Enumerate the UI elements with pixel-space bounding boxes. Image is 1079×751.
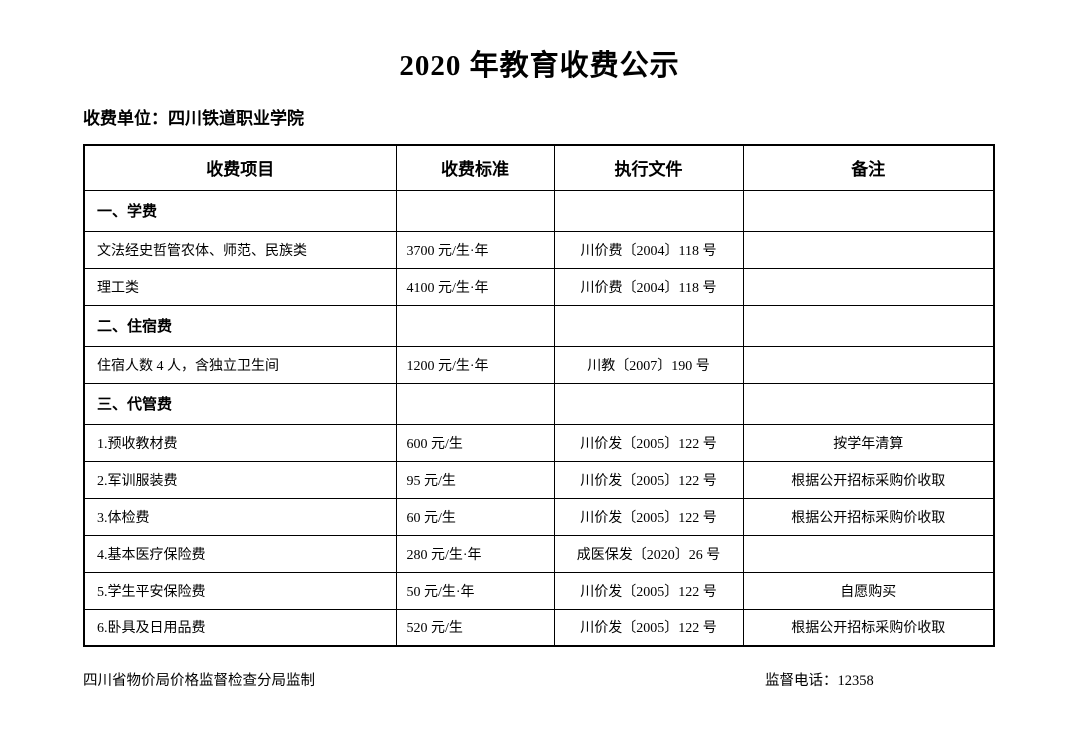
fee-item-cell: 6.卧具及日用品费 xyxy=(83,608,397,647)
fee-table: 收费项目 收费标准 执行文件 备注 一、学费 文法经史哲管农体、师范、民族类 3… xyxy=(83,144,995,647)
fee-item-cell: 5.学生平安保险费 xyxy=(83,571,397,610)
table-row: 二、住宿费 xyxy=(83,304,995,347)
fee-item-cell: 2.军训服装费 xyxy=(83,460,397,499)
footer: 四川省物价局价格监督检查分局监制 监督电话：12358 xyxy=(83,669,993,689)
executive-document-cell: 川价发〔2005〕122 号 xyxy=(553,497,744,536)
remarks-cell: 根据公开招标采购价收取 xyxy=(742,460,995,499)
fee-standard-cell: 3700 元/生·年 xyxy=(395,230,555,269)
fee-standard-cell: 50 元/生·年 xyxy=(395,571,555,610)
fee-item-cell: 二、住宿费 xyxy=(83,304,397,347)
executive-document-cell: 川教〔2007〕190 号 xyxy=(553,345,744,384)
page-title: 2020 年教育收费公示 xyxy=(399,50,680,82)
executive-document-cell: 川价发〔2005〕122 号 xyxy=(553,460,744,499)
header-executive-document: 执行文件 xyxy=(553,144,744,191)
fee-item-cell: 1.预收教材费 xyxy=(83,423,397,462)
executive-document-cell: 川价发〔2005〕122 号 xyxy=(553,571,744,610)
executive-document-cell: 川价费〔2004〕118 号 xyxy=(553,230,744,269)
remarks-cell: 自愿购买 xyxy=(742,571,995,610)
remarks-cell xyxy=(742,534,995,573)
supervision-phone-label: 监督电话：12358 xyxy=(765,673,874,689)
remarks-cell: 根据公开招标采购价收取 xyxy=(742,497,995,536)
table-row: 住宿人数 4 人，含独立卫生间 1200 元/生·年 川教〔2007〕190 号 xyxy=(83,345,995,384)
executive-document-cell xyxy=(553,382,744,425)
table-row: 6.卧具及日用品费 520 元/生 川价发〔2005〕122 号 根据公开招标采… xyxy=(83,608,995,647)
table-row: 三、代管费 xyxy=(83,382,995,425)
fee-standard-cell: 4100 元/生·年 xyxy=(395,267,555,306)
remarks-cell xyxy=(742,189,995,232)
fee-standard-cell: 520 元/生 xyxy=(395,608,555,647)
fee-item-cell: 住宿人数 4 人，含独立卫生间 xyxy=(83,345,397,384)
executive-document-cell xyxy=(553,189,744,232)
fee-item-cell: 三、代管费 xyxy=(83,382,397,425)
fee-item-cell: 一、学费 xyxy=(83,189,397,232)
fee-table-header: 收费项目 收费标准 执行文件 备注 xyxy=(83,144,995,191)
remarks-cell xyxy=(742,382,995,425)
executive-document-cell xyxy=(553,304,744,347)
charging-unit-label: 收费单位：四川铁道职业学院 xyxy=(83,109,304,128)
table-row: 2.军训服装费 95 元/生 川价发〔2005〕122 号 根据公开招标采购价收… xyxy=(83,460,995,499)
remarks-cell xyxy=(742,345,995,384)
fee-standard-cell xyxy=(395,189,555,232)
executive-document-cell: 川价发〔2005〕122 号 xyxy=(553,608,744,647)
fee-standard-cell: 95 元/生 xyxy=(395,460,555,499)
executive-document-cell: 川价费〔2004〕118 号 xyxy=(553,267,744,306)
supervising-authority-label: 四川省物价局价格监督检查分局监制 xyxy=(83,673,315,689)
remarks-cell xyxy=(742,304,995,347)
fee-item-cell: 4.基本医疗保险费 xyxy=(83,534,397,573)
header-row: 收费项目 收费标准 执行文件 备注 xyxy=(83,144,995,191)
header-remarks: 备注 xyxy=(742,144,995,191)
remarks-cell: 按学年清算 xyxy=(742,423,995,462)
fee-item-cell: 文法经史哲管农体、师范、民族类 xyxy=(83,230,397,269)
fee-standard-cell xyxy=(395,382,555,425)
fee-standard-cell: 1200 元/生·年 xyxy=(395,345,555,384)
table-row: 1.预收教材费 600 元/生 川价发〔2005〕122 号 按学年清算 xyxy=(83,423,995,462)
fee-standard-cell: 280 元/生·年 xyxy=(395,534,555,573)
fee-standard-cell xyxy=(395,304,555,347)
table-row: 一、学费 xyxy=(83,189,995,232)
fee-item-cell: 理工类 xyxy=(83,267,397,306)
remarks-cell xyxy=(742,230,995,269)
fee-item-cell: 3.体检费 xyxy=(83,497,397,536)
remarks-cell xyxy=(742,267,995,306)
fee-table-body: 一、学费 文法经史哲管农体、师范、民族类 3700 元/生·年 川价费〔2004… xyxy=(83,189,995,647)
header-fee-item: 收费项目 xyxy=(83,144,397,191)
remarks-cell: 根据公开招标采购价收取 xyxy=(742,608,995,647)
table-row: 文法经史哲管农体、师范、民族类 3700 元/生·年 川价费〔2004〕118 … xyxy=(83,230,995,269)
header-fee-standard: 收费标准 xyxy=(395,144,555,191)
executive-document-cell: 成医保发〔2020〕26 号 xyxy=(553,534,744,573)
table-row: 4.基本医疗保险费 280 元/生·年 成医保发〔2020〕26 号 xyxy=(83,534,995,573)
table-row: 3.体检费 60 元/生 川价发〔2005〕122 号 根据公开招标采购价收取 xyxy=(83,497,995,536)
executive-document-cell: 川价发〔2005〕122 号 xyxy=(553,423,744,462)
fee-standard-cell: 60 元/生 xyxy=(395,497,555,536)
table-row: 5.学生平安保险费 50 元/生·年 川价发〔2005〕122 号 自愿购买 xyxy=(83,571,995,610)
fee-standard-cell: 600 元/生 xyxy=(395,423,555,462)
table-row: 理工类 4100 元/生·年 川价费〔2004〕118 号 xyxy=(83,267,995,306)
